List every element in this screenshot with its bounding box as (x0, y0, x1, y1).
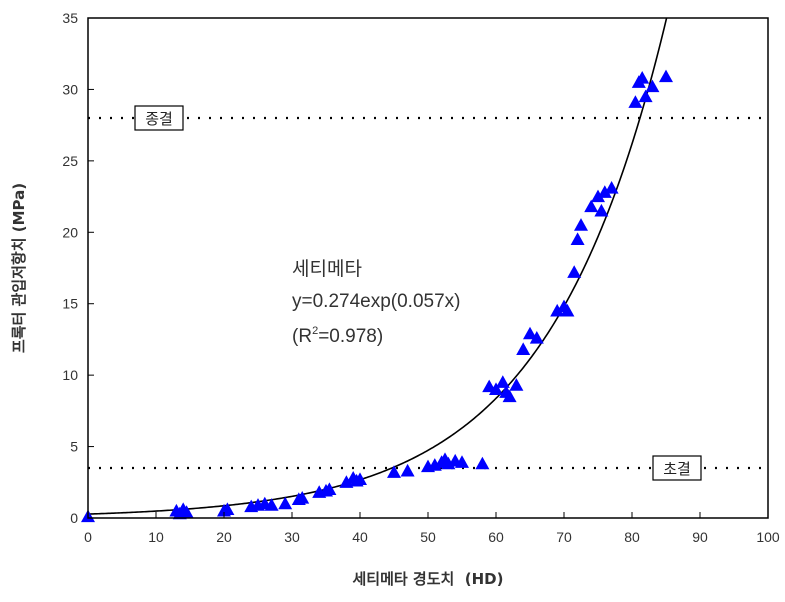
y-tick-label: 10 (62, 367, 78, 383)
reference-label-box (652, 455, 702, 481)
x-axis-title: 세티메타 경도치 (HD) (353, 570, 504, 588)
data-point (591, 189, 605, 203)
x-tick-label: 0 (84, 529, 92, 545)
data-point (264, 498, 279, 511)
y-tick-label: 30 (62, 81, 78, 97)
x-tick-label: 100 (756, 529, 780, 545)
x-tick-label: 40 (352, 529, 368, 545)
reference-label-1: 초결 (652, 455, 702, 481)
data-point (509, 378, 524, 391)
x-tick-label: 30 (284, 529, 300, 545)
fit-r-squared: (R2=0.978) (292, 325, 383, 347)
r2-suffix: =0.978) (318, 326, 383, 347)
data-point (400, 463, 415, 477)
data-point (645, 79, 660, 93)
y-tick-label: 5 (70, 439, 78, 455)
data-point (597, 185, 612, 198)
fit-equation: y=0.274exp(0.057x) (292, 291, 460, 312)
data-point (322, 482, 337, 496)
data-point (475, 456, 490, 470)
data-point (455, 455, 469, 468)
data-point (278, 496, 293, 510)
data-point (550, 303, 565, 317)
reference-label-0: 종결 (134, 105, 184, 131)
data-point (516, 342, 531, 356)
x-tick-label: 80 (624, 529, 640, 545)
x-tick-label: 70 (556, 529, 572, 545)
data-point (502, 389, 517, 403)
y-tick-label: 15 (62, 296, 78, 312)
data-point (570, 232, 585, 246)
data-point (567, 265, 582, 278)
data-point (659, 69, 673, 83)
data-point (604, 181, 619, 194)
x-tick-label: 20 (216, 529, 232, 545)
data-points (81, 69, 673, 523)
data-point (339, 475, 354, 488)
reference-label-box (134, 105, 184, 131)
r2-superscript: 2 (312, 325, 318, 337)
data-point (523, 326, 537, 340)
y-tick-label: 20 (62, 224, 78, 240)
y-tick-label: 0 (70, 510, 78, 526)
data-point (495, 375, 510, 388)
data-point (594, 203, 609, 217)
x-tick-label: 90 (692, 529, 708, 545)
data-point (635, 71, 650, 84)
y-tick-label: 25 (62, 153, 78, 169)
data-point (489, 382, 503, 396)
data-point (628, 95, 643, 108)
axis-ticks: 0 10 20 30 40 50 60 70 80 90 100 0 5 10 15 20 25 30 35 (62, 10, 779, 545)
data-point (529, 331, 544, 344)
y-axis-title: 프록터 관입저항치 (MPa) (10, 183, 28, 353)
data-point (179, 505, 194, 518)
r2-prefix: (R (292, 326, 312, 347)
data-point (584, 199, 599, 213)
data-point (220, 502, 235, 516)
y-tick-label: 35 (62, 10, 78, 26)
data-point (353, 472, 367, 486)
data-point (387, 465, 401, 478)
data-point (295, 491, 310, 504)
reference-label-text: 종결 (145, 110, 173, 128)
data-point (638, 89, 653, 103)
fit-series-name: 세티메타 (292, 258, 362, 280)
data-point (560, 303, 575, 317)
x-tick-label: 10 (148, 529, 164, 545)
x-tick-label: 50 (420, 529, 436, 545)
reference-label-text: 초결 (663, 460, 691, 478)
data-point (574, 218, 588, 231)
x-tick-label: 60 (488, 529, 504, 545)
